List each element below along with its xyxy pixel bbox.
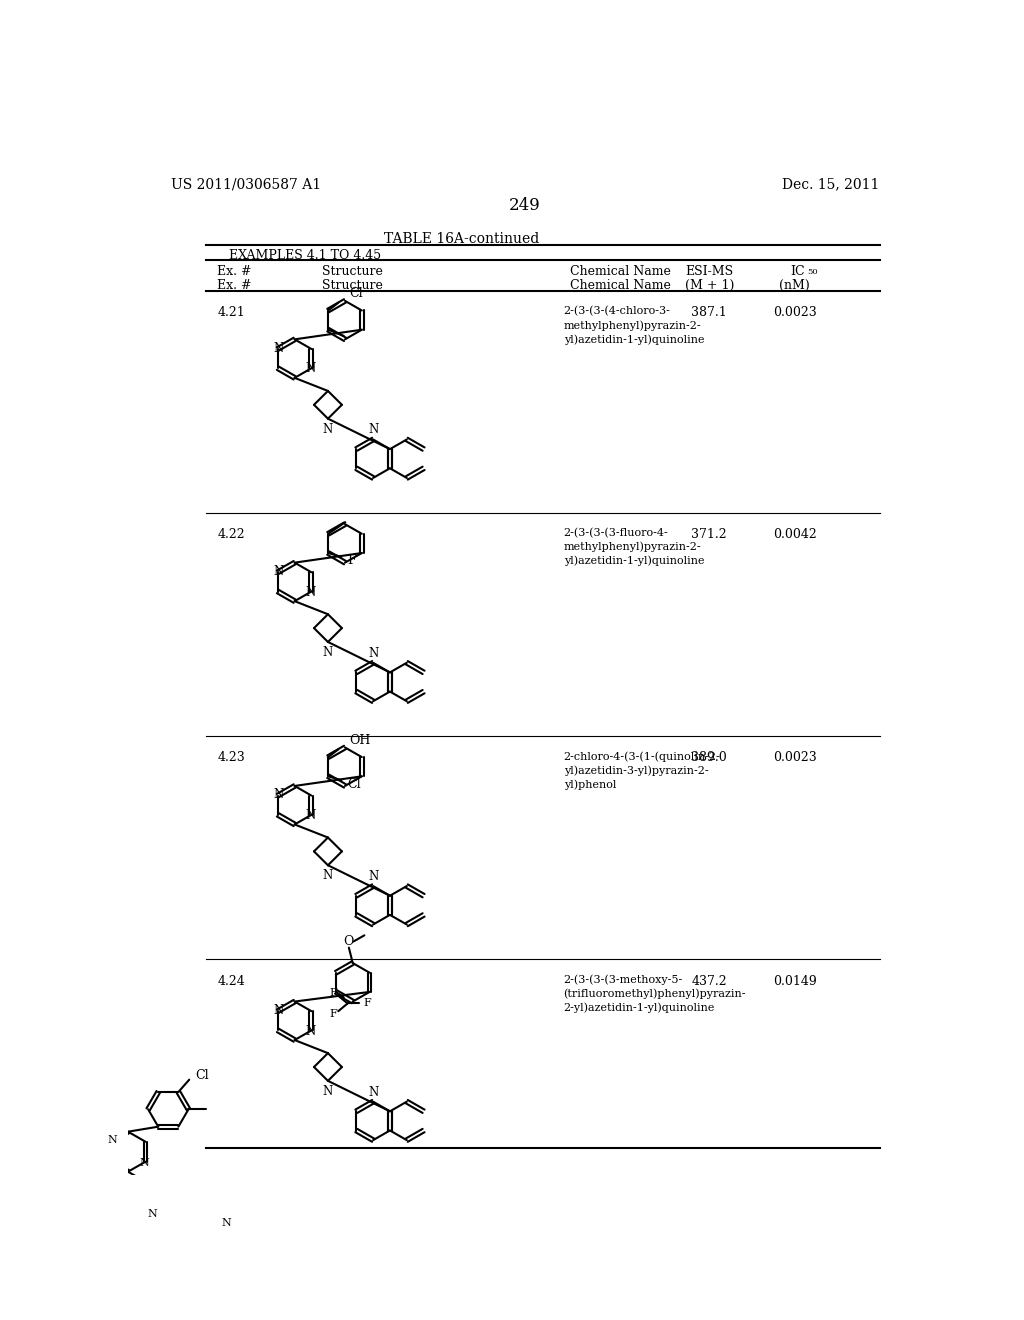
Text: N: N bbox=[108, 1135, 117, 1146]
Text: 437.2: 437.2 bbox=[691, 974, 727, 987]
Text: 0.0149: 0.0149 bbox=[773, 974, 816, 987]
Text: 249: 249 bbox=[509, 197, 541, 214]
Text: N: N bbox=[273, 788, 284, 801]
Text: IC: IC bbox=[791, 264, 805, 277]
Text: N: N bbox=[368, 1085, 378, 1098]
Text: 4.23: 4.23 bbox=[217, 751, 245, 764]
Text: 371.2: 371.2 bbox=[691, 528, 727, 541]
Text: F: F bbox=[330, 1010, 338, 1019]
Text: 2-(3-(3-(3-fluoro-4-
methylphenyl)pyrazin-2-
yl)azetidin-1-yl)quinoline: 2-(3-(3-(3-fluoro-4- methylphenyl)pyrazi… bbox=[563, 528, 705, 566]
Text: 4.22: 4.22 bbox=[217, 528, 245, 541]
Text: N: N bbox=[139, 1158, 148, 1168]
Text: N: N bbox=[222, 1217, 231, 1228]
Text: Chemical Name: Chemical Name bbox=[569, 264, 671, 277]
Text: N: N bbox=[323, 1085, 333, 1098]
Text: Cl: Cl bbox=[347, 777, 360, 791]
Text: O: O bbox=[344, 935, 354, 948]
Text: N: N bbox=[368, 647, 378, 660]
Text: ESI-MS: ESI-MS bbox=[685, 264, 733, 277]
Text: 0.0023: 0.0023 bbox=[773, 751, 816, 764]
Text: F: F bbox=[364, 998, 371, 1008]
Text: Cl: Cl bbox=[196, 1069, 209, 1081]
Text: F: F bbox=[330, 987, 338, 998]
Text: 2-chloro-4-(3-(1-(quinolin-2-
yl)azetidin-3-yl)pyrazin-2-
yl)phenol: 2-chloro-4-(3-(1-(quinolin-2- yl)azetidi… bbox=[563, 751, 720, 789]
Text: 50: 50 bbox=[807, 268, 817, 276]
Text: N: N bbox=[273, 1005, 284, 1016]
Text: Structure: Structure bbox=[323, 280, 383, 292]
Text: N: N bbox=[368, 870, 378, 883]
Text: 4.21: 4.21 bbox=[217, 306, 245, 319]
Text: Chemical Name: Chemical Name bbox=[569, 280, 671, 292]
Text: N: N bbox=[368, 424, 378, 437]
Text: F: F bbox=[347, 554, 355, 568]
Text: Dec. 15, 2011: Dec. 15, 2011 bbox=[782, 178, 880, 191]
Text: N: N bbox=[323, 645, 333, 659]
Text: 2-(3-(3-(3-methoxy-5-
(trifluoromethyl)phenyl)pyrazin-
2-yl)azetidin-1-yl)quinol: 2-(3-(3-(3-methoxy-5- (trifluoromethyl)p… bbox=[563, 974, 746, 1014]
Text: Ex. #: Ex. # bbox=[217, 264, 252, 277]
Text: 4.24: 4.24 bbox=[217, 974, 245, 987]
Text: N: N bbox=[147, 1209, 158, 1218]
Text: 0.0023: 0.0023 bbox=[773, 306, 816, 319]
Text: 389.0: 389.0 bbox=[691, 751, 727, 764]
Text: N: N bbox=[305, 1024, 315, 1038]
Text: Ex. #: Ex. # bbox=[217, 280, 252, 292]
Text: N: N bbox=[323, 869, 333, 882]
Text: TABLE 16A-continued: TABLE 16A-continued bbox=[384, 231, 539, 246]
Text: 387.1: 387.1 bbox=[691, 306, 727, 319]
Text: US 2011/0306587 A1: US 2011/0306587 A1 bbox=[171, 178, 321, 191]
Text: N: N bbox=[273, 565, 284, 578]
Text: N: N bbox=[273, 342, 284, 355]
Text: (M + 1): (M + 1) bbox=[685, 280, 734, 292]
Text: N: N bbox=[305, 363, 315, 375]
Text: 2-(3-(3-(4-chloro-3-
methylphenyl)pyrazin-2-
yl)azetidin-1-yl)quinoline: 2-(3-(3-(4-chloro-3- methylphenyl)pyrazi… bbox=[563, 306, 705, 345]
Text: Cl: Cl bbox=[349, 286, 362, 300]
Text: 0.0042: 0.0042 bbox=[773, 528, 816, 541]
Text: N: N bbox=[305, 809, 315, 822]
Text: N: N bbox=[323, 422, 333, 436]
Text: (nM): (nM) bbox=[779, 280, 810, 292]
Text: Structure: Structure bbox=[323, 264, 383, 277]
Text: OH: OH bbox=[349, 734, 371, 747]
Text: N: N bbox=[305, 586, 315, 599]
Text: EXAMPLES 4.1 TO 4.45: EXAMPLES 4.1 TO 4.45 bbox=[228, 249, 381, 263]
